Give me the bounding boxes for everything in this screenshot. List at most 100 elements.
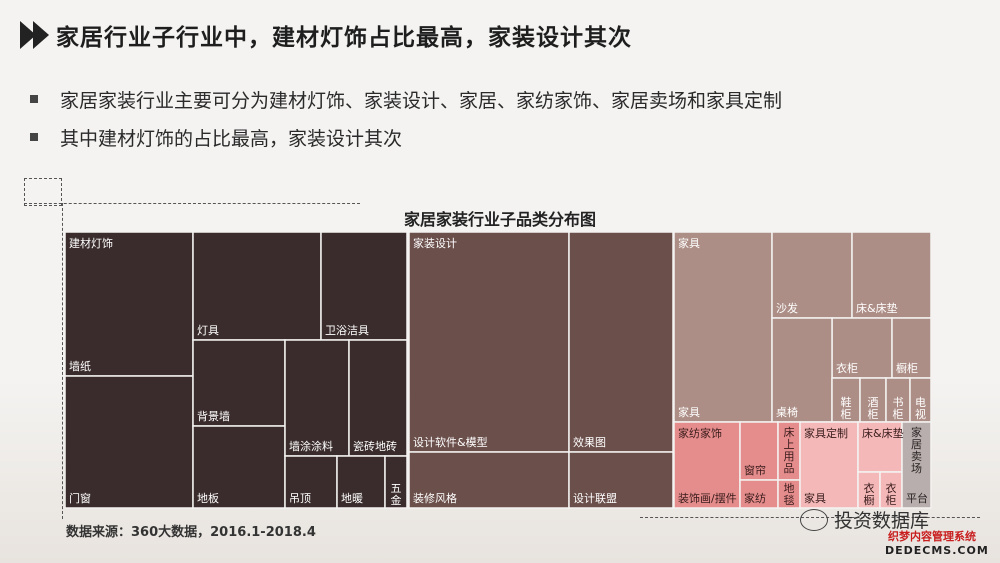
cell-label: 门窗 [69, 491, 91, 505]
treemap-cell [336, 455, 386, 509]
cell-label: 地板 [197, 491, 219, 505]
decorative-corner-box [24, 178, 62, 206]
treemap-cell [799, 421, 859, 509]
cell-label: 柜 [893, 408, 904, 421]
cell-label: 柜 [868, 408, 879, 421]
cell-label: 窗帘 [744, 463, 766, 477]
cell-label: 设计联盟 [573, 492, 617, 505]
group-label: 建材灯饰 [69, 236, 113, 250]
watermark-site-en: DEDECMS.COM [885, 544, 989, 557]
treemap-cell [65, 375, 194, 509]
treemap-cell [568, 451, 674, 509]
cell-label: 床&床垫 [862, 426, 904, 440]
group-label: 家具定制 [804, 426, 848, 440]
treemap-cell [65, 232, 194, 377]
data-source: 数据来源：360大数据，2016.1-2018.4 [66, 525, 316, 540]
cell-label: 吊顶 [289, 492, 311, 505]
cell-label: 柜 [886, 494, 897, 507]
cell-label: 床&床垫 [856, 301, 898, 315]
treemap-cell [348, 339, 408, 457]
cell-label: 背景墙 [197, 409, 230, 423]
cell-label: 橱柜 [896, 361, 918, 375]
treemap-cell [831, 317, 893, 379]
cell-label: 家具 [678, 405, 700, 419]
cell-label: 平台 [906, 491, 928, 505]
group-label: 家 [911, 425, 922, 439]
cell-label: 桌椅 [776, 405, 798, 419]
group-label: 卖 [911, 450, 922, 463]
treemap-cell [771, 317, 833, 423]
cell-label: 视 [915, 407, 926, 421]
cell-label: 衣 [886, 481, 897, 495]
cell-label: 上 [784, 438, 795, 451]
cell-label: 地暖 [341, 492, 363, 505]
treemap-cell [739, 421, 779, 481]
treemap-cell [284, 455, 338, 509]
treemap-cell [192, 339, 286, 427]
treemap-cell [568, 232, 674, 453]
cell-label: 床 [784, 425, 795, 439]
cell-label: 家纺 [744, 491, 766, 505]
treemap-cell [384, 455, 408, 509]
cell-label: 金 [391, 493, 402, 507]
group-label: 家具 [678, 236, 700, 250]
treemap-cell [408, 451, 570, 509]
slide-header: 家居行业子行业中，建材灯饰占比最高，家装设计其次 [20, 12, 632, 58]
treemap-cell [192, 425, 286, 509]
decorative-dash-line [62, 203, 63, 519]
cell-label: 用 [784, 450, 795, 463]
treemap-cell [859, 377, 887, 423]
treemap-cell [851, 232, 932, 319]
cell-label: 沙发 [776, 301, 798, 315]
watermark-site-cn: 织梦内容管理系统 [888, 530, 976, 543]
bullet-square-icon [30, 95, 38, 103]
cell-label: 卫浴洁具 [325, 324, 369, 337]
treemap-cell [885, 377, 911, 423]
chart-title: 家居家装行业子品类分布图 [403, 210, 596, 229]
cell-label: 衣柜 [836, 361, 858, 375]
cell-label: 地 [784, 482, 795, 495]
cell-label: 效果图 [573, 435, 606, 449]
bullet-text: 家居家装行业主要可分为建材灯饰、家装设计、家居、家纺家饰、家居卖场和家具定制 [60, 89, 783, 112]
bullet-square-icon [30, 133, 38, 141]
treemap-cell [673, 232, 773, 423]
treemap-cell [901, 421, 932, 509]
decorative-dash-line [24, 203, 360, 204]
group-label: 居 [911, 438, 922, 451]
cell-label: 灯具 [197, 324, 219, 337]
double-chevron-icon [20, 21, 49, 49]
treemap-cell [673, 421, 741, 509]
bullet-list: 家居家装行业主要可分为建材灯饰、家装设计、家居、家纺家饰、家居卖场和家具定制 其… [30, 80, 782, 156]
bullet-text: 其中建材灯饰的占比最高，家装设计其次 [60, 127, 403, 150]
treemap-cell [192, 232, 322, 341]
wechat-icon [800, 508, 828, 531]
cell-label: 墙纸 [69, 359, 91, 373]
treemap-cell [284, 339, 350, 457]
slide-title: 家居行业子行业中，建材灯饰占比最高，家装设计其次 [56, 25, 632, 51]
watermark-brand-text: 投资数据库 [834, 510, 930, 532]
cell-label: 电 [915, 396, 926, 409]
treemap-cell [771, 232, 853, 319]
treemap-cell [739, 479, 779, 509]
group-label: 家装设计 [413, 236, 457, 250]
group-label: 场 [911, 461, 922, 475]
cell-label: 书 [893, 396, 904, 409]
cell-label: 酒 [868, 396, 879, 409]
cell-label: 装修风格 [413, 491, 457, 505]
cell-label: 橱 [864, 493, 875, 507]
bullet-item: 家居家装行业主要可分为建材灯饰、家装设计、家居、家纺家饰、家居卖场和家具定制 [30, 80, 782, 118]
cell-label: 鞋 [841, 395, 852, 409]
bullet-item: 其中建材灯饰的占比最高，家装设计其次 [30, 118, 782, 156]
cell-label: 墙涂涂料 [289, 439, 333, 453]
treemap-cell [408, 232, 570, 453]
cell-label: 设计软件&模型 [413, 435, 488, 449]
cell-label: 柜 [841, 408, 852, 421]
cell-label: 衣 [864, 481, 875, 495]
treemap-cell [857, 421, 903, 473]
cell-label: 装饰画/摆件 [678, 491, 737, 505]
cell-label: 家具 [804, 491, 826, 505]
group-label: 家纺家饰 [678, 426, 722, 440]
watermark-brand: 投资数据库 [800, 506, 929, 533]
cell-label: 品 [784, 462, 795, 475]
